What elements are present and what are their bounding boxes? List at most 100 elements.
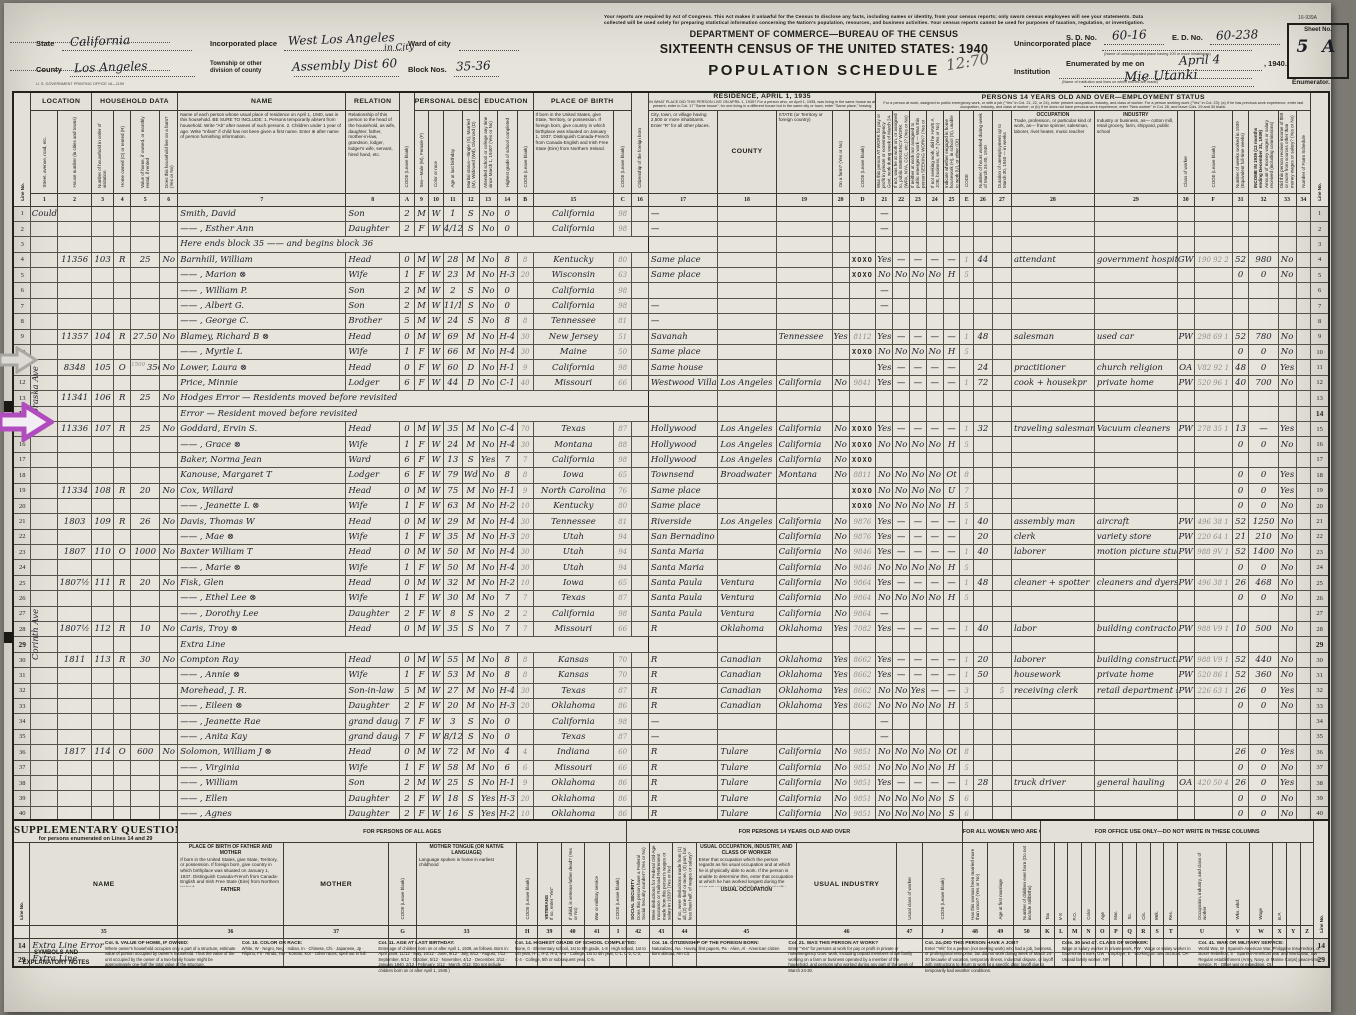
col-num-bp: 15 <box>532 192 615 207</box>
supp-col-num-L: L <box>1053 925 1069 939</box>
supp-cell-cls47 <box>896 952 923 967</box>
supp-col-married-more-than-once: Has this woman been married more than on… <box>961 842 989 926</box>
cell-a: 2 <box>399 297 415 315</box>
col-header-codeD: CODE (Leave blank) <box>848 109 877 194</box>
cell-r18: Los Angeles <box>717 451 777 469</box>
cell-wks <box>1231 713 1250 730</box>
cell-fs <box>1295 621 1312 638</box>
supp-col-line2: Line No. <box>1313 819 1330 939</box>
cell-a: 6 <box>399 451 415 469</box>
note-title-2: Col. 11. AGE AT LAST BIRTHDAY: <box>378 941 455 946</box>
cell-e22: No <box>892 267 911 284</box>
institution-label: Institution <box>1014 67 1051 76</box>
cell-house <box>57 313 92 330</box>
cell-e25: — <box>942 544 961 561</box>
cell-r20: No <box>831 574 850 592</box>
cell-ee <box>959 236 974 253</box>
cell-e24 <box>925 405 944 422</box>
cell-ln: 35 <box>12 728 32 746</box>
supp-col-num-P: P <box>1108 925 1124 939</box>
cell-r17: Santa Paula <box>647 605 719 623</box>
cell-oth: No <box>1277 544 1297 561</box>
cell-race: W <box>428 282 444 299</box>
cell-farm <box>159 405 179 422</box>
col-header-farm: Does this household live on a farm? (Yes… <box>159 109 179 194</box>
cell-inc: 1250 <box>1248 513 1279 530</box>
cell-e22: No <box>892 344 911 361</box>
cell-e24: — <box>925 251 944 269</box>
state-underline <box>62 49 192 51</box>
cell-name: —— , Anita Kay <box>177 728 347 746</box>
cell-r19 <box>775 482 833 499</box>
cell-wks: 0 <box>1231 790 1250 807</box>
cell-e23 <box>909 713 927 730</box>
cell-cls: OA <box>1176 774 1195 792</box>
cell-ee <box>959 390 974 407</box>
cell-ln: 19 <box>12 482 32 499</box>
col-num-name: 7 <box>177 192 347 207</box>
incorporated-place-value: West Los Angeles <box>287 30 395 48</box>
enumerator-signature: Mie Utanki <box>1123 67 1198 86</box>
cell-e22 <box>892 405 911 422</box>
cell-mar: S <box>461 713 480 730</box>
cell-bp: Missouri <box>532 621 615 638</box>
cell-ee: 1 <box>959 513 974 530</box>
cell-age: 8 <box>442 605 463 623</box>
cell-sex: F <box>413 497 430 515</box>
cell-farm <box>159 697 179 715</box>
cell-a: 2 <box>399 790 415 807</box>
cell-e25: — <box>942 667 961 684</box>
cell-e25 <box>942 205 961 222</box>
cell-e21: Yes <box>875 251 894 269</box>
cell-own: O <box>113 359 132 376</box>
cell-e25: — <box>942 251 961 269</box>
cell-age: 63 <box>442 497 463 515</box>
supp-cell-g <box>388 952 417 967</box>
cell-street <box>30 282 59 299</box>
cell-r20 <box>831 282 850 299</box>
cell-r18 <box>717 282 777 299</box>
cell-r20 <box>831 251 850 269</box>
cell-sex: F <box>413 267 430 284</box>
cell-r18 <box>717 236 777 253</box>
cell-r20 <box>831 297 850 315</box>
cell-sex: M <box>413 313 430 330</box>
note-block-2: Col. 11. AGE AT LAST BIRTHDAY: Enter age … <box>378 941 510 1011</box>
county-value: Los Angeles <box>73 58 148 76</box>
cell-e25: — <box>942 513 961 530</box>
cell-rel: Head <box>345 513 401 530</box>
cell-ee: 1 <box>959 420 974 438</box>
census-row-13: 13 11341 106 R 25 No Hodges Error — Residents … <box>12 390 1330 407</box>
col-num-occ: 28 <box>1010 192 1095 207</box>
cell-r19 <box>775 251 833 269</box>
cell-cit <box>631 713 649 730</box>
cell-r20 <box>831 344 850 361</box>
cell-dur <box>991 513 1012 530</box>
cell-occ: attendant <box>1010 251 1095 269</box>
cell-ind <box>1093 344 1178 361</box>
cell-name: —— , Eileen ⊗ <box>177 697 347 715</box>
cell-cls: PW <box>1176 574 1195 592</box>
cell-name: —— , William <box>177 774 347 792</box>
cell-ind: private home <box>1093 667 1178 684</box>
cell-ln: 23 <box>12 544 32 561</box>
cell-own <box>113 467 132 484</box>
cell-wks <box>1231 220 1250 238</box>
cell-r17: — <box>647 220 719 238</box>
cell-cit <box>631 374 649 392</box>
supp-cell-W <box>1248 952 1274 967</box>
cell-rel: grand daughter <box>345 728 401 746</box>
cell-grc <box>516 205 534 222</box>
cell-own: R <box>113 621 132 638</box>
census-row-15: 1511336107R25NoGoddard, Ervin S.Head0MW3… <box>12 420 1330 438</box>
cell-wks <box>1231 236 1250 253</box>
col-header-codeF: CODE (Leave blank) <box>1193 109 1233 194</box>
cell-street: Could <box>30 205 59 222</box>
cell-e25: H <box>942 559 961 576</box>
cell-r20: No <box>831 605 850 623</box>
col-num-inc: 32 <box>1248 192 1279 207</box>
cell-r20: No <box>831 451 850 469</box>
cell-farm <box>159 636 179 653</box>
cell-hh <box>90 790 115 807</box>
col-num-r18: 18 <box>717 192 777 207</box>
